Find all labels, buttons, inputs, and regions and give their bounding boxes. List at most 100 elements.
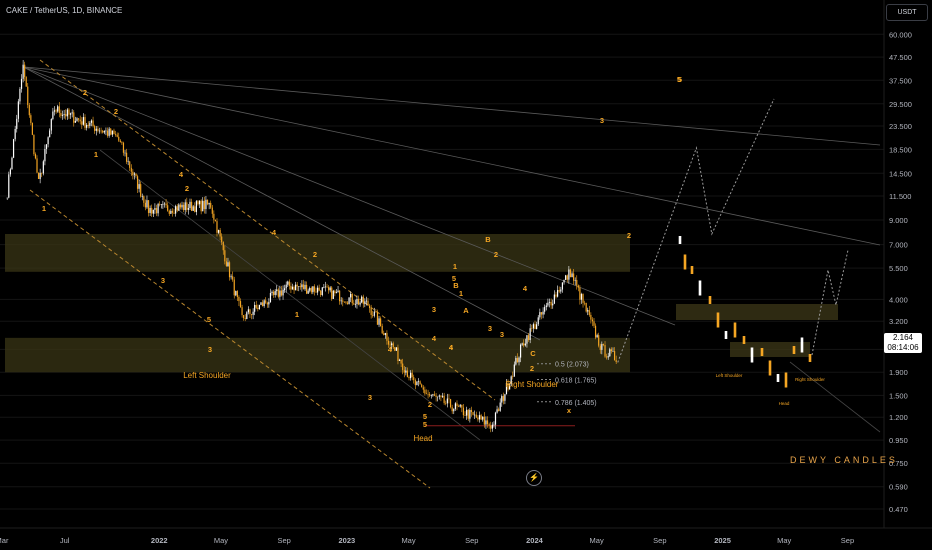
candle-body [432,394,434,396]
candle-body [408,377,410,379]
candle-body [602,344,605,346]
candle-body [68,109,70,115]
y-tick-label: 9.000 [889,216,908,225]
fib-label: 0.618 (1.765) [555,377,597,384]
wave-label: 2 [494,250,498,259]
candle-body [591,319,594,322]
candle-body [398,359,401,361]
candle-body [587,310,589,312]
candle-body [260,302,262,305]
candle-body [351,293,353,304]
candle-body [265,300,267,303]
candle-body [232,276,234,280]
x-tick-label: May [401,536,415,545]
candle-body [502,396,504,401]
candle-body [98,130,101,132]
candle-body [257,307,259,310]
inset-candle [698,280,702,296]
candle-body [357,298,360,305]
candle-body [263,300,265,307]
candle-body [189,201,191,209]
candle-body [213,213,215,220]
candle-body [154,208,156,210]
inset-candle [716,312,720,328]
y-tick-label: 0.750 [889,459,908,468]
candle-body [33,134,35,155]
candle-body [14,128,16,140]
candle-body [555,294,557,297]
candle-body [486,420,489,425]
candle-body [284,288,286,291]
candle-body [370,308,372,315]
candle-body [343,301,345,303]
candle-body [529,328,531,341]
y-tick-label: 0.470 [889,505,908,514]
candle-body [590,314,592,320]
candle-body [397,347,399,361]
pattern-label: Left Shoulder [183,371,231,380]
candle-body [453,408,455,412]
candle-body [534,324,536,330]
candle-body [329,287,331,291]
last-price-value: 2.164 [892,333,914,342]
x-tick-label: 2024 [526,536,544,545]
candle-body [321,287,323,296]
candle-body [19,88,21,102]
countdown-timer: 08:14:06 [887,343,919,352]
candle-body [55,110,57,112]
candle-body [542,311,544,315]
candle-body [214,219,217,222]
candle-body [136,176,139,189]
candle-body [596,335,598,338]
supply-zone-1 [5,337,630,373]
candle-body [202,200,204,212]
candle-body [105,130,107,132]
inset-candle [776,374,780,382]
candle-body [22,64,24,79]
candle-body [367,300,369,306]
candle-body [582,294,584,303]
wave-label: 3 [161,276,165,285]
candle-body [73,112,75,123]
candle-body [133,173,136,175]
candle-body [604,345,606,357]
candle-body [86,124,88,128]
candle-body [569,269,572,278]
candle-body [291,286,294,290]
candle-body [146,200,148,208]
wave-label: 2 [428,400,432,409]
candle-body [268,301,270,305]
candle-body [556,290,559,297]
candle-body [302,284,305,290]
last-price-tag: 2.164 08:14:06 [884,333,922,353]
candle-body [272,291,275,295]
candle-body [8,174,10,198]
wave-label: 4 [388,345,393,354]
candle-body [44,148,46,162]
candle-body [526,335,528,344]
candle-body [368,305,371,309]
candle-body [470,409,473,413]
candle-body [144,202,146,208]
candle-body [200,200,202,212]
candle-body [258,304,261,310]
y-tick-label: 23.500 [889,122,912,131]
candle-body [296,284,298,287]
candle-body [224,250,226,262]
y-tick-label: 1.200 [889,413,908,422]
candle-body [103,130,105,133]
candle-body [298,286,300,287]
candle-body [179,204,182,208]
candle-body [466,409,468,416]
candle-body [233,279,235,296]
candle-body [254,304,256,312]
lightning-icon[interactable]: ⚡ [526,470,542,486]
candle-body [509,383,511,390]
candle-body [461,404,463,408]
inset-label: Left Shoulder [716,373,743,378]
candle-body [577,285,579,288]
candle-body [493,424,495,426]
candle-body [310,288,312,293]
currency-button[interactable]: USDT [886,4,928,21]
